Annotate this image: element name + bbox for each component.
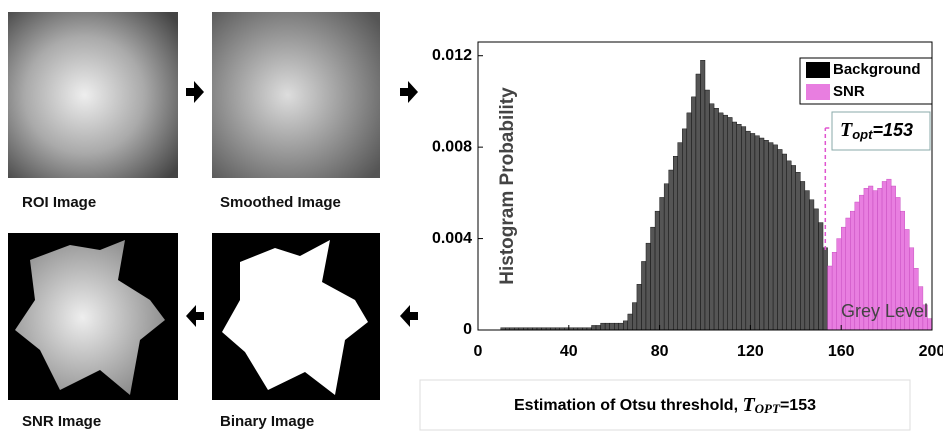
x-axis-label: Grey Level: [841, 301, 928, 321]
annotation-box: [831, 111, 931, 151]
bar: [741, 126, 747, 331]
bar: [804, 190, 810, 331]
arrow: [400, 81, 418, 103]
bar: [609, 322, 615, 331]
bar: [754, 135, 760, 331]
bar: [632, 302, 638, 331]
annotation: Topt=153: [840, 119, 913, 143]
bar: [591, 325, 597, 331]
bar: [595, 325, 601, 331]
x-tick-label: 0: [474, 343, 483, 360]
bar: [831, 252, 837, 331]
y-tick-label: 0.012: [432, 47, 472, 64]
bar: [777, 149, 783, 331]
bar: [759, 137, 765, 331]
smoothed-image: [212, 12, 380, 178]
bar: [736, 124, 742, 331]
panel-label: SNR Image: [22, 413, 101, 430]
legend-swatch: [806, 84, 830, 100]
panel-label: ROI Image: [22, 194, 96, 211]
bar: [768, 142, 774, 331]
legend-label: Background: [833, 61, 921, 78]
bar: [713, 108, 719, 331]
annotation-symbol: T: [840, 119, 853, 141]
y-tick-label: 0.008: [432, 138, 472, 155]
caption-subscript: OPT: [755, 401, 781, 416]
bar: [600, 322, 606, 331]
arrow: [186, 81, 204, 103]
bar: [614, 322, 619, 331]
legend-swatch: [806, 62, 830, 78]
bar: [704, 89, 710, 331]
bar: [791, 165, 797, 331]
bar: [700, 60, 706, 331]
bar: [659, 197, 665, 331]
bar: [709, 103, 715, 331]
bar: [750, 133, 756, 331]
panel-label: Smoothed Image: [220, 194, 341, 211]
y-axis-label: Histogram Probability: [497, 87, 518, 285]
bar: [627, 313, 633, 331]
bar: [618, 322, 624, 331]
bar: [668, 169, 674, 331]
bar: [623, 320, 629, 331]
x-tick-label: 160: [828, 343, 855, 360]
bar: [654, 210, 660, 331]
bar: [745, 130, 751, 331]
bar: [763, 140, 769, 331]
caption-value: 153: [789, 397, 816, 414]
roi-image: [8, 12, 178, 178]
x-tick-label: 40: [560, 343, 578, 360]
arrow: [186, 305, 204, 327]
bar: [718, 112, 724, 331]
bar: [786, 160, 792, 331]
annotation-subscript: opt: [852, 127, 873, 142]
bar: [795, 172, 801, 331]
bar: [682, 128, 688, 331]
caption: Estimation of Otsu threshold, TOPT=153: [514, 394, 816, 416]
caption-equals: =: [780, 397, 789, 414]
bar: [772, 144, 778, 331]
bar: [645, 242, 651, 331]
panel-label: Binary Image: [220, 413, 314, 430]
bar: [673, 156, 678, 331]
bar: [732, 121, 737, 331]
legend-label: SNR: [833, 83, 865, 100]
bar: [636, 284, 642, 331]
caption-box: [419, 379, 911, 431]
bar: [927, 318, 933, 331]
bar: [827, 265, 833, 331]
bar: [695, 73, 701, 331]
bar: [650, 226, 656, 331]
bar: [818, 222, 824, 331]
bar: [800, 181, 806, 331]
bar: [641, 261, 647, 331]
plot-frame: [477, 41, 933, 331]
x-tick-label: 200: [919, 343, 943, 360]
binary-blob: [222, 240, 368, 395]
bar: [722, 114, 728, 331]
bar: [677, 142, 683, 331]
bar: [781, 153, 787, 331]
annotation-equals: =: [872, 120, 883, 140]
caption-symbol: T: [742, 394, 755, 416]
bar: [686, 112, 692, 331]
bar: [813, 208, 819, 331]
annotation-value: 153: [883, 120, 913, 140]
arrow: [400, 305, 418, 327]
x-tick-label: 80: [651, 343, 669, 360]
caption-text: Estimation of Otsu threshold,: [514, 397, 742, 414]
bar: [691, 96, 697, 331]
bar: [604, 322, 610, 331]
y-tick-label: 0: [463, 321, 472, 338]
y-tick-label: 0.004: [432, 230, 472, 247]
bar: [663, 183, 669, 331]
bar: [809, 199, 815, 331]
x-tick-label: 120: [737, 343, 764, 360]
bar: [822, 247, 828, 331]
bar: [727, 117, 733, 331]
snr-blob: [15, 240, 165, 395]
